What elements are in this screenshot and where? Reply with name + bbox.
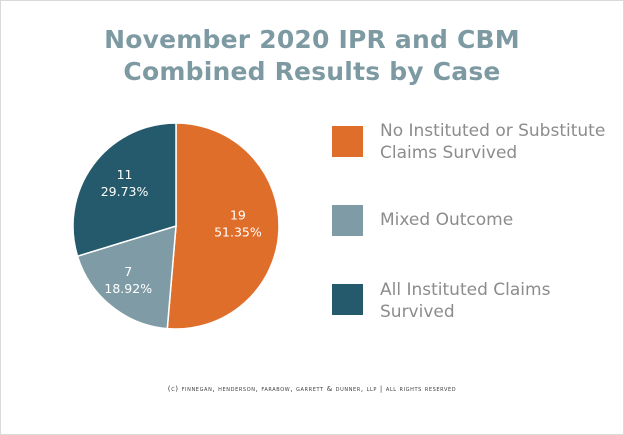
legend-swatch-no-instituted (332, 126, 363, 157)
pie-label-mixed: 7 18.92% (104, 264, 152, 296)
legend-label-all-instituted-line-2: Survived (380, 302, 455, 322)
legend-label-mixed: Mixed Outcome (380, 209, 620, 231)
chart-title: November 2020 IPR and CBM Combined Resul… (0, 24, 624, 88)
legend-swatch-all-instituted (332, 284, 363, 315)
legend-label-all-instituted: All Instituted Claims Survived (380, 279, 620, 323)
copyright-footer: (c) finnegan, henderson, farabow, garret… (167, 384, 457, 393)
legend-label-mixed-line-1: Mixed Outcome (380, 210, 514, 230)
legend-label-no-instituted-line-1: No Instituted or Substitute (380, 121, 606, 141)
pie-slice-all-instituted (72, 122, 177, 258)
pie-slice-no-instituted (166, 122, 280, 330)
pie-label-no-instituted: 19 51.35% (214, 208, 262, 240)
legend-swatch-mixed (332, 205, 363, 236)
legend-label-all-instituted-line-1: All Instituted Claims (380, 280, 551, 300)
legend-label-no-instituted-line-2: Claims Survived (380, 143, 518, 163)
pie-label-all-instituted: 11 29.73% (101, 167, 149, 199)
chart-title-line-1: November 2020 IPR and CBM (104, 25, 520, 54)
chart-title-line-2: Combined Results by Case (123, 57, 501, 86)
legend-label-no-instituted: No Instituted or Substitute Claims Survi… (380, 120, 620, 164)
pie-slice-mixed (76, 224, 177, 330)
